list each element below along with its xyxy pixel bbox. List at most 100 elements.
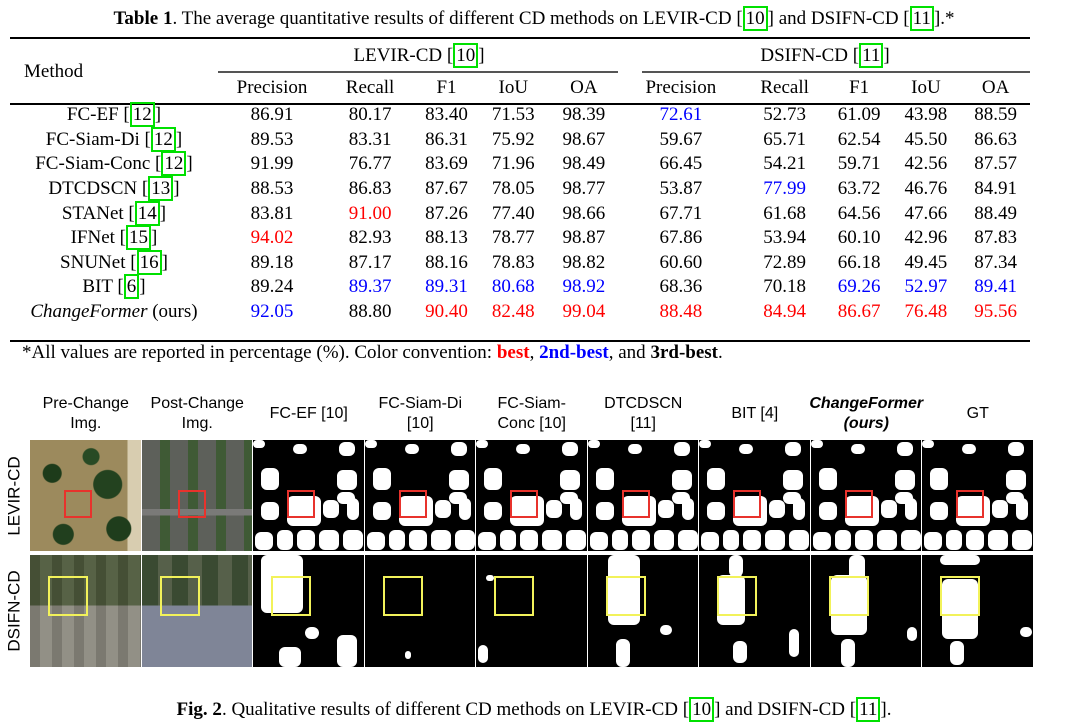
value-cell: 87.67 <box>425 178 468 200</box>
change-mask-image <box>253 440 364 551</box>
citation-link[interactable]: 15 <box>126 225 152 251</box>
change-region <box>707 468 725 490</box>
change-region <box>733 641 747 663</box>
citation-link[interactable]: 12 <box>150 126 176 152</box>
value-cell: 90.40 <box>425 301 468 323</box>
change-region <box>255 532 273 550</box>
change-region <box>1012 530 1032 550</box>
highlight-box <box>382 576 423 616</box>
change-region <box>261 502 279 520</box>
change-region <box>627 444 642 454</box>
citation-link[interactable]: 10 <box>689 697 715 722</box>
change-region <box>595 468 614 490</box>
figure-caption-label: Fig. 2 <box>176 699 222 720</box>
figure-column-header: FC-Siam-Di [10] <box>378 395 463 432</box>
table-row: STANet [14] 83.81 91.00 87.26 77.40 98.66 67.7… <box>10 200 1030 226</box>
change-region <box>476 440 488 448</box>
figure-column-header: DTCDSCN [11] <box>604 395 683 432</box>
change-region <box>812 532 831 550</box>
change-region <box>319 530 339 550</box>
change-region <box>677 530 698 550</box>
change-region <box>595 502 614 520</box>
highlight-box <box>828 576 869 616</box>
change-region <box>404 651 411 659</box>
change-region <box>404 444 419 454</box>
change-region <box>486 575 494 581</box>
row-label-levir: LEVIR-CD <box>5 455 25 536</box>
citation-link[interactable]: 14 <box>134 200 160 226</box>
citation-link[interactable]: 11 <box>859 43 884 68</box>
change-mask-image <box>922 555 1033 667</box>
method-cell: ChangeFormer (ours) <box>30 301 198 323</box>
change-region <box>834 530 851 550</box>
change-region <box>337 635 357 667</box>
highlight-box <box>398 490 427 518</box>
value-cell: 76.77 <box>348 153 392 175</box>
change-mask-image <box>810 555 921 667</box>
change-region <box>783 470 803 490</box>
value-cell: 84.91 <box>974 178 1017 200</box>
citation-link[interactable]: 10 <box>453 43 479 68</box>
change-region <box>653 530 674 550</box>
value-cell: 87.83 <box>974 227 1017 249</box>
value-cell: 89.31 <box>425 276 468 298</box>
change-region <box>962 444 976 454</box>
highlight-box <box>494 576 534 616</box>
change-region <box>793 498 805 520</box>
change-region <box>729 555 743 577</box>
value-cell: 84.94 <box>763 301 806 323</box>
change-region <box>876 530 897 550</box>
metric-header: Precision <box>645 76 717 98</box>
table-row: FC-Siam-Conc [12] 91.99 76.77 83.69 71.96 98.… <box>10 151 1030 177</box>
change-region <box>287 496 321 526</box>
value-cell: 78.05 <box>491 178 535 200</box>
table-row: IFNet [15] 94.02 82.93 88.13 78.77 98.87 67.86… <box>10 225 1030 251</box>
legend-3rd-best: 3rd-best <box>650 342 718 363</box>
citation-link[interactable]: 10 <box>742 6 768 31</box>
change-region <box>454 530 475 550</box>
value-cell: 42.56 <box>904 153 948 175</box>
change-region <box>430 530 451 550</box>
change-region <box>940 555 980 565</box>
method-cell: FC-EF [12] <box>66 102 162 128</box>
change-region <box>607 555 640 625</box>
change-mask-image <box>699 555 810 667</box>
citation-link[interactable]: 16 <box>136 249 162 275</box>
value-cell: 86.31 <box>425 128 468 150</box>
highlight-box <box>956 490 984 518</box>
top-rule <box>10 37 1030 39</box>
table-row: DTCDSCN [13] 88.53 86.83 87.67 78.05 98.77 53.… <box>10 176 1030 202</box>
value-cell: 83.31 <box>348 128 392 150</box>
value-cell: 64.56 <box>837 202 881 224</box>
change-mask-image <box>364 440 475 551</box>
value-cell: 63.72 <box>837 178 881 200</box>
method-cell: STANet [14] <box>61 200 167 226</box>
figure-column-header: GT <box>966 405 989 422</box>
change-region <box>769 500 785 518</box>
change-region <box>366 532 385 550</box>
table-row: SNUNet [16] 89.18 87.17 88.16 78.83 98.82 60.6… <box>10 249 1030 276</box>
value-cell: 59.67 <box>659 128 703 150</box>
citation-link[interactable]: 6 <box>123 274 140 300</box>
value-cell: 88.13 <box>425 227 468 249</box>
change-region <box>347 498 359 520</box>
citation-link[interactable]: 13 <box>148 176 174 202</box>
change-region <box>950 641 964 665</box>
change-region <box>611 530 628 550</box>
value-cell: 86.63 <box>974 128 1017 150</box>
citation-link[interactable]: 11 <box>856 697 881 722</box>
citation-link[interactable]: 12 <box>129 102 155 128</box>
change-region <box>930 468 948 490</box>
change-region <box>900 530 921 550</box>
change-region <box>789 530 809 550</box>
highlight-box <box>177 490 206 518</box>
table-caption-text: ] and DSIFN-CD [ <box>767 8 910 29</box>
citation-link[interactable]: 11 <box>909 6 934 31</box>
highlight-box <box>605 576 646 616</box>
citation-link[interactable]: 12 <box>161 151 187 177</box>
value-cell: 59.71 <box>837 153 881 175</box>
value-cell: 83.81 <box>250 202 294 224</box>
value-cell: 98.77 <box>562 178 606 200</box>
change-region <box>484 468 502 490</box>
highlight-box <box>717 576 757 616</box>
